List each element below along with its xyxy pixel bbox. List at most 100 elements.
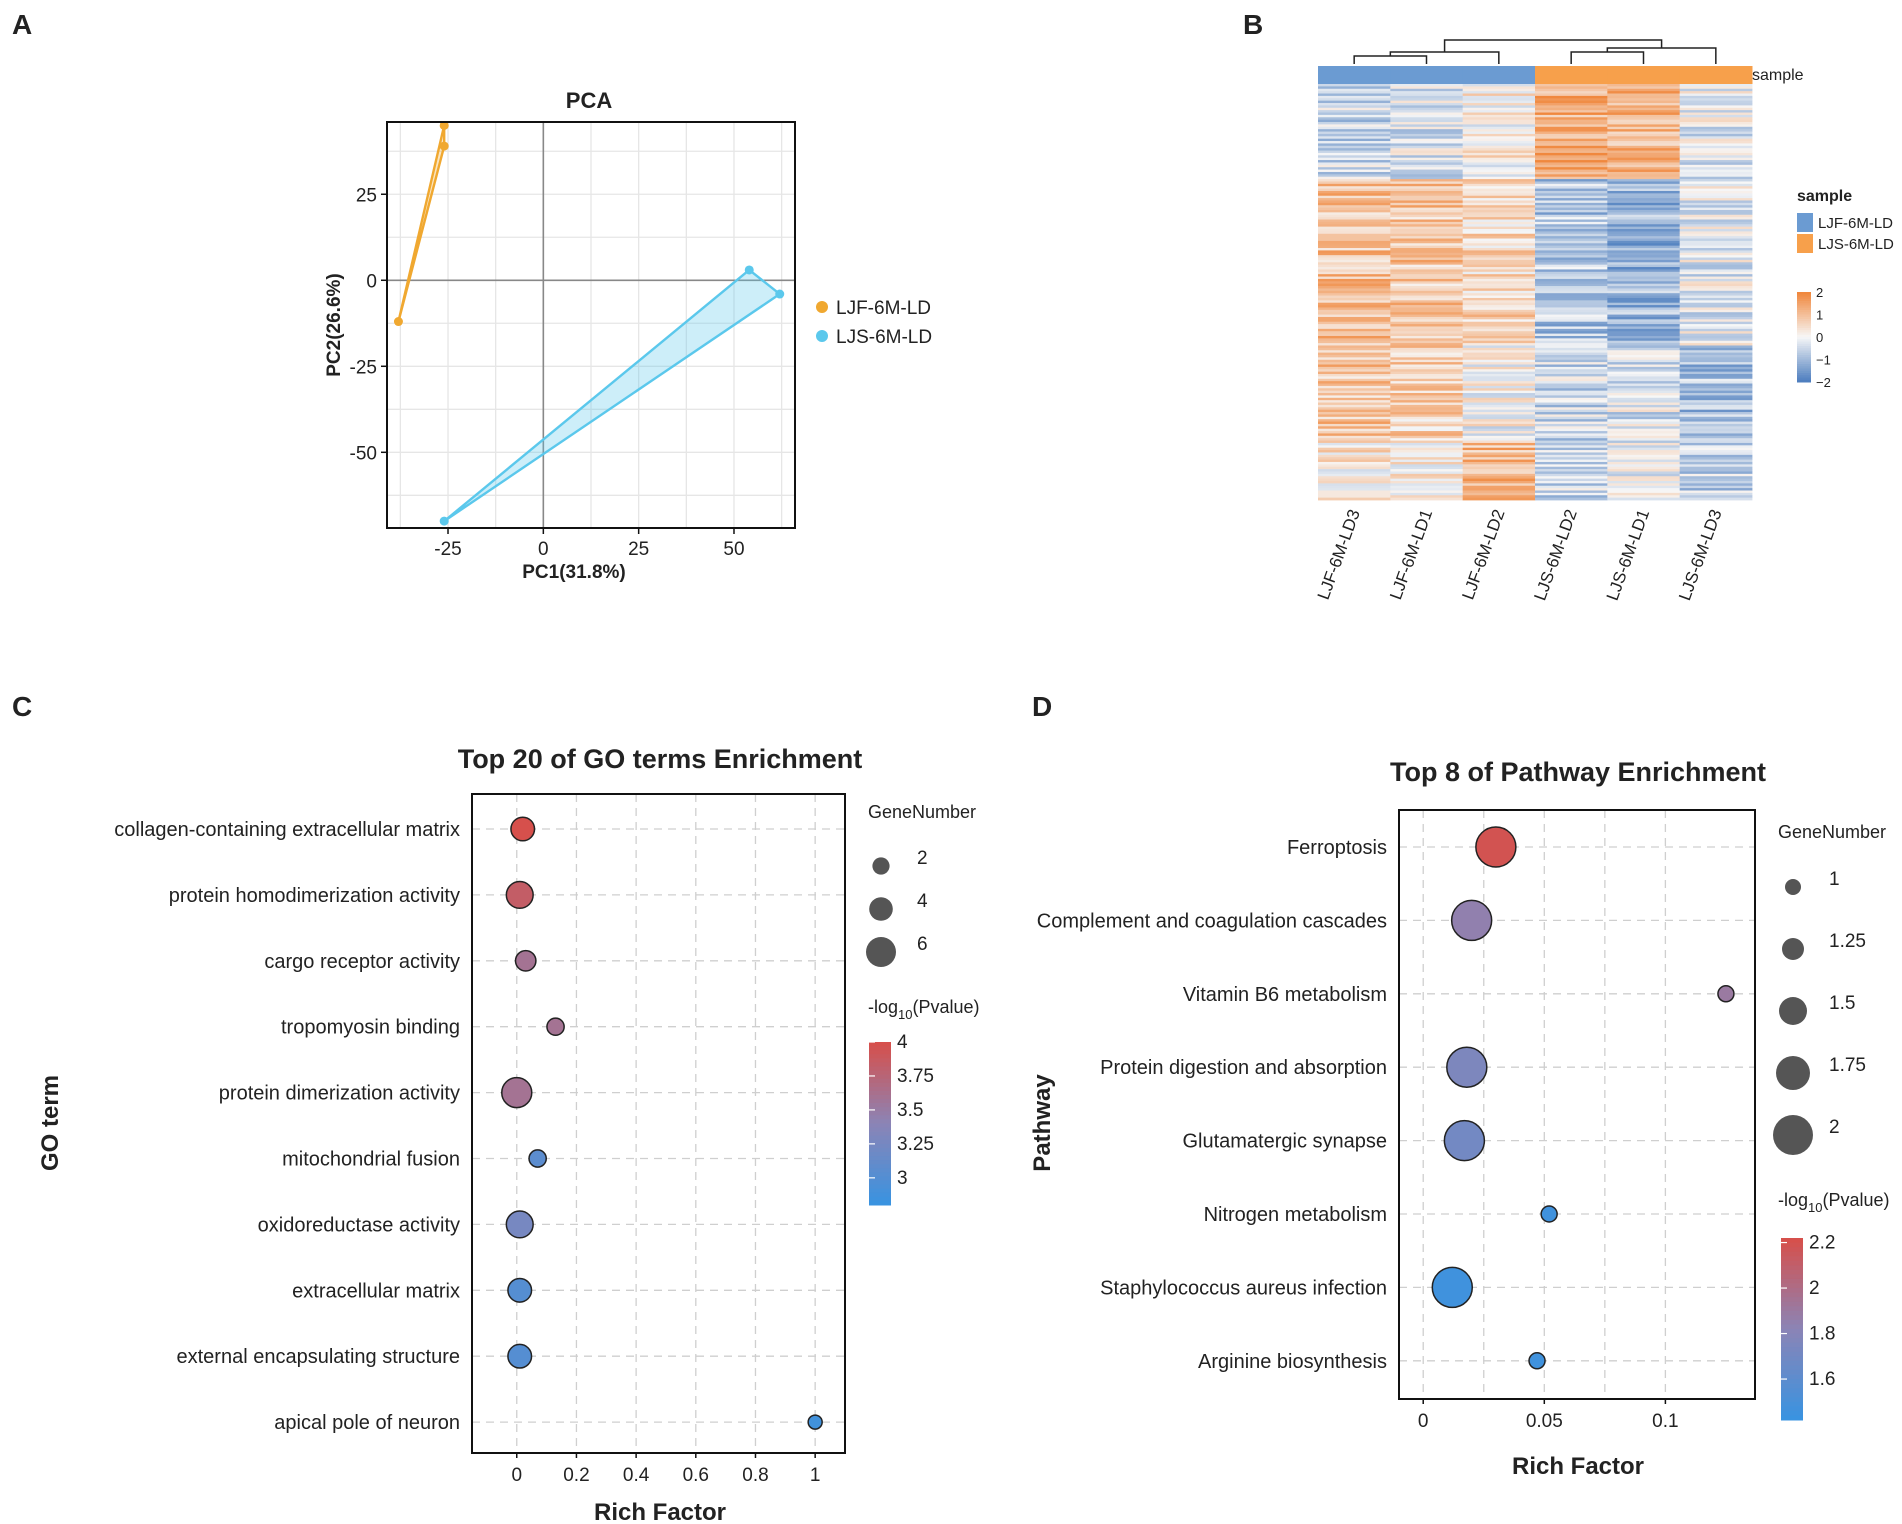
heatmap-scale-step <box>1797 379 1811 383</box>
heatmap-cell <box>1679 181 1753 185</box>
heatmap-cell <box>1318 278 1391 282</box>
heatmap-cell <box>1318 293 1391 296</box>
heatmap-cell <box>1679 362 1753 365</box>
heatmap-cell <box>1679 240 1753 244</box>
pca-point <box>439 120 449 130</box>
heatmap-scale-step <box>1797 294 1811 297</box>
heatmap-cell <box>1390 245 1464 249</box>
heatmap-cell <box>1535 217 1608 220</box>
heatmap-cell <box>1679 243 1753 247</box>
heatmap-cell <box>1679 259 1753 263</box>
heatmap-cell <box>1607 464 1681 468</box>
heatmap-cell <box>1607 190 1681 194</box>
pathway-bubbles <box>1431 826 1735 1370</box>
go-title: Top 20 of GO terms Enrichment <box>458 744 863 774</box>
pathway-color-legend-title: -log10(Pvalue) <box>1778 1190 1890 1215</box>
heatmap-scale-step <box>1797 366 1811 369</box>
heatmap-cell <box>1390 219 1464 223</box>
go-bubble <box>807 1414 823 1430</box>
heatmap-cell <box>1607 461 1681 465</box>
heatmap-cell <box>1679 293 1753 296</box>
heatmap-cell <box>1535 326 1608 330</box>
heatmap-cell <box>1318 202 1391 206</box>
heatmap-cell <box>1318 464 1391 468</box>
heatmap-cell <box>1462 354 1536 358</box>
heatmap-cell <box>1607 162 1681 166</box>
heatmap-cell <box>1390 179 1464 182</box>
heatmap-scale-step <box>1797 330 1811 333</box>
heatmap-cell <box>1318 492 1391 496</box>
heatmap-cell <box>1390 283 1464 287</box>
heatmap-cell <box>1390 212 1464 216</box>
heatmap-cell <box>1535 126 1608 130</box>
heatmap-cell <box>1462 485 1536 489</box>
heatmap-cell <box>1679 483 1753 487</box>
heatmap-cell <box>1318 407 1391 411</box>
heatmap-cell <box>1607 343 1681 346</box>
heatmap-cell <box>1390 141 1464 144</box>
heatmap-cell <box>1679 459 1753 463</box>
heatmap-cell <box>1390 347 1464 351</box>
heatmap-cell <box>1462 319 1536 323</box>
heatmap-cell <box>1462 276 1536 280</box>
heatmap-cell <box>1462 476 1536 480</box>
heatmap-cell <box>1535 91 1608 94</box>
heatmap-cell <box>1462 385 1536 389</box>
go-bubble <box>505 1210 534 1239</box>
heatmap-cell <box>1535 454 1608 458</box>
heatmap-cell <box>1318 419 1391 422</box>
heatmap-annotation-cell <box>1607 66 1681 84</box>
heatmap-cell <box>1390 255 1464 258</box>
heatmap-cell <box>1318 450 1391 453</box>
heatmap-cell <box>1462 335 1536 339</box>
heatmap-cell <box>1607 426 1681 430</box>
pca-chart: PCA -25 0 25 50 25 0 -25 -50 PC1(31.8%) PC2(26.… <box>324 88 932 583</box>
heatmap-cell <box>1390 423 1464 427</box>
heatmap-cell <box>1607 452 1681 456</box>
heatmap-cell <box>1535 478 1608 482</box>
heatmap-cell <box>1535 186 1608 189</box>
heatmap-cell <box>1462 331 1536 334</box>
heatmap-cell <box>1679 473 1753 477</box>
heatmap-cell <box>1535 95 1608 99</box>
heatmap-cell <box>1679 119 1753 123</box>
heatmap-cell <box>1462 145 1536 149</box>
heatmap-cell <box>1535 471 1608 475</box>
go-category-label: cargo receptor activity <box>264 951 460 973</box>
heatmap-cell <box>1535 314 1608 318</box>
go-color-legend-step <box>869 1070 891 1076</box>
heatmap-cell <box>1390 376 1464 380</box>
heatmap-cell <box>1462 340 1536 344</box>
heatmap-cell <box>1607 383 1681 387</box>
heatmap-scale-step <box>1797 368 1811 372</box>
heatmap-cell <box>1462 402 1536 406</box>
heatmap-cell <box>1679 438 1753 441</box>
heatmap-cell <box>1318 162 1391 166</box>
pw-category-label: Complement and coagulation cascades <box>1037 910 1387 932</box>
pw-color-legend-step <box>1781 1351 1803 1357</box>
pathway-color-legend: 2.2 2 1.8 1.6 <box>1781 1233 1835 1421</box>
heatmap-cell <box>1462 281 1536 285</box>
pca-x-tick-label: 0 <box>538 539 549 560</box>
heatmap-cell <box>1318 100 1391 104</box>
heatmap-cell <box>1535 421 1608 425</box>
heatmap-cell <box>1607 269 1681 273</box>
heatmap-cell <box>1390 105 1464 109</box>
heatmap-legend-key <box>1797 234 1813 253</box>
heatmap-cells <box>1318 84 1753 501</box>
heatmap-cell <box>1607 193 1681 197</box>
heatmap-cell <box>1607 131 1681 135</box>
heatmap-cell <box>1390 495 1464 499</box>
heatmap-cell <box>1535 385 1608 389</box>
heatmap-cell <box>1535 350 1608 354</box>
heatmap-cell <box>1679 250 1753 254</box>
heatmap-cell <box>1318 490 1391 494</box>
pathway-gridlines <box>1399 810 1755 1399</box>
heatmap-cell <box>1679 278 1753 282</box>
heatmap-cell <box>1679 212 1753 216</box>
heatmap-cell <box>1462 390 1536 394</box>
heatmap-cell <box>1679 357 1753 361</box>
heatmap-cell <box>1679 103 1753 106</box>
pca-point <box>775 289 785 299</box>
heatmap-cell <box>1535 438 1608 441</box>
